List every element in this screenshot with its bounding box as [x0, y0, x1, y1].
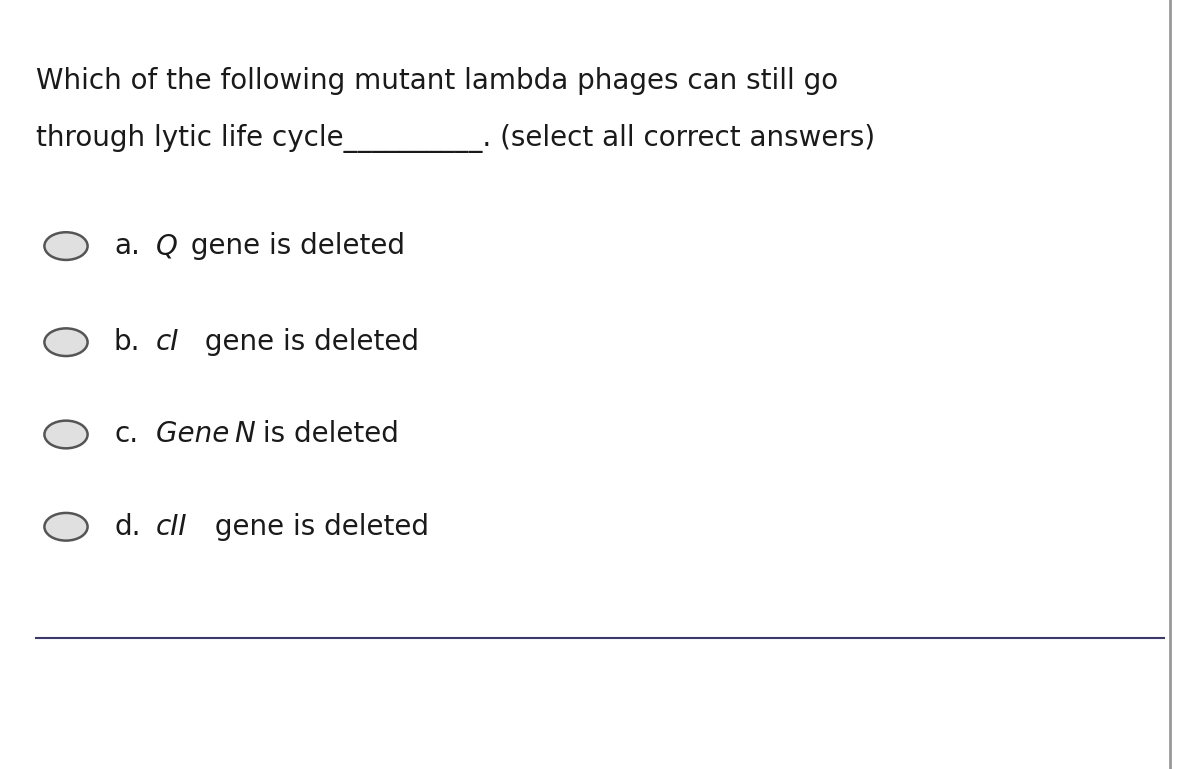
- Text: is deleted: is deleted: [254, 421, 400, 448]
- Text: cII: cII: [156, 513, 187, 541]
- Text: Gene: Gene: [156, 421, 239, 448]
- Text: gene is deleted: gene is deleted: [182, 232, 406, 260]
- Text: through lytic life cycle__________. (select all correct answers): through lytic life cycle__________. (sel…: [36, 124, 875, 153]
- Text: gene is deleted: gene is deleted: [206, 513, 430, 541]
- Text: d.: d.: [114, 513, 140, 541]
- Circle shape: [44, 421, 88, 448]
- Text: b.: b.: [114, 328, 140, 356]
- Text: Q: Q: [156, 232, 178, 260]
- Circle shape: [44, 232, 88, 260]
- Text: c.: c.: [114, 421, 138, 448]
- Text: a.: a.: [114, 232, 140, 260]
- Text: gene is deleted: gene is deleted: [196, 328, 419, 356]
- Circle shape: [44, 513, 88, 541]
- Text: Which of the following mutant lambda phages can still go: Which of the following mutant lambda pha…: [36, 67, 838, 95]
- Text: N: N: [234, 421, 254, 448]
- Text: cI: cI: [156, 328, 179, 356]
- Circle shape: [44, 328, 88, 356]
